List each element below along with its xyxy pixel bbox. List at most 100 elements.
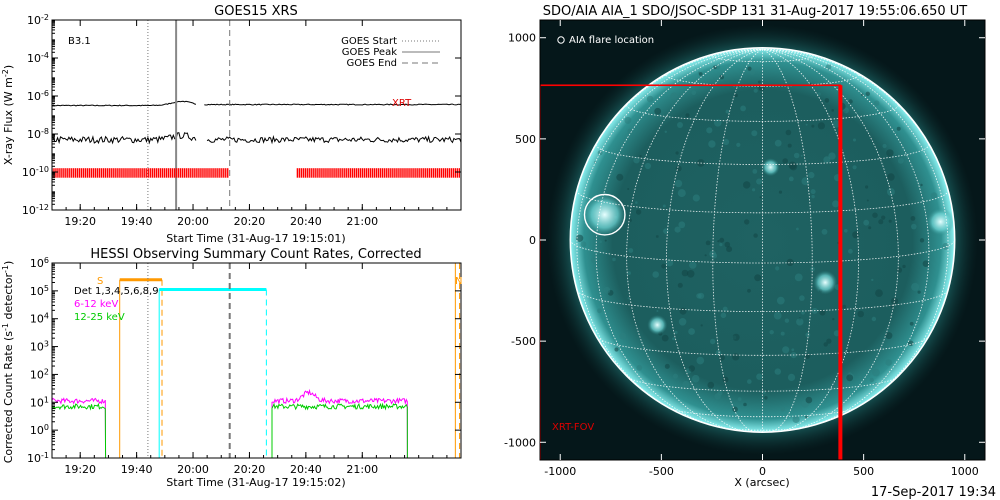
hessi-y-tick-label: 102: [30, 367, 49, 381]
hessi-x-tick-label: 20:40: [290, 463, 322, 476]
aia-xrt-fov-label: XRT-FOV: [552, 422, 594, 433]
solar-texture: [689, 261, 697, 269]
solar-texture: [852, 165, 857, 170]
solar-texture: [655, 235, 659, 238]
solar-texture: [749, 68, 756, 75]
solar-texture: [793, 152, 800, 159]
solar-texture: [888, 219, 892, 223]
solar-texture: [754, 274, 762, 282]
solar-texture: [719, 74, 724, 80]
solar-texture: [752, 169, 758, 174]
solar-texture: [599, 240, 602, 243]
solar-texture: [869, 377, 874, 383]
solar-texture: [792, 415, 800, 424]
solar-texture: [736, 142, 741, 147]
goes-y-axis-label: X-ray Flux (W m-2): [1, 65, 15, 165]
solar-texture: [782, 346, 790, 354]
solar-texture: [788, 176, 794, 182]
solar-texture: [909, 321, 914, 326]
hessi-12-25kev-line: [52, 402, 107, 458]
heliographic-longitude-line: [626, 48, 763, 431]
solar-texture: [706, 127, 713, 134]
aia-y-tick-label: 500: [515, 133, 536, 146]
goes-frame: [51, 19, 462, 211]
solar-texture: [891, 297, 899, 305]
solar-texture: [774, 139, 782, 147]
solar-active-region: [926, 207, 955, 236]
solar-texture: [673, 373, 678, 379]
solar-texture: [788, 161, 797, 170]
goes-xrt-label: XRT: [392, 98, 412, 109]
solar-texture: [776, 296, 785, 305]
solar-texture: [677, 189, 686, 198]
solar-texture: [732, 353, 740, 361]
solar-texture: [823, 156, 831, 164]
solar-texture: [768, 70, 771, 73]
solar-texture: [887, 173, 895, 181]
solar-texture: [896, 126, 901, 131]
solar-texture: [726, 246, 733, 253]
aia-legend-circle-icon: [557, 36, 565, 44]
solar-texture: [639, 155, 642, 158]
solar-texture: [756, 178, 763, 185]
solar-texture: [852, 231, 860, 239]
solar-texture: [920, 183, 923, 187]
solar-texture: [719, 243, 723, 247]
solar-texture: [811, 124, 815, 128]
solar-texture: [871, 278, 874, 282]
aia-y-tick-label: 1000: [508, 32, 536, 45]
solar-texture: [616, 173, 624, 181]
solar-texture: [708, 140, 716, 148]
solar-texture: [848, 99, 853, 104]
solar-texture: [896, 267, 903, 273]
aia-title: SDO/AIA AIA_1 SDO/JSOC-SDP 131 31-Aug-20…: [543, 4, 968, 19]
solar-texture: [863, 219, 870, 226]
solar-texture: [800, 154, 803, 157]
hessi-plot-area: [52, 263, 461, 458]
goes-legend: GOES Start GOES Peak GOES End: [341, 36, 440, 69]
solar-texture: [678, 221, 686, 229]
solar-texture: [734, 93, 738, 98]
solar-texture: [778, 190, 783, 194]
solar-texture: [732, 333, 740, 341]
solar-texture: [700, 324, 703, 327]
solar-texture: [712, 65, 717, 70]
solar-texture: [780, 331, 785, 336]
solar-texture: [612, 257, 616, 262]
solar-texture: [691, 374, 700, 383]
solar-texture: [801, 311, 805, 315]
hessi-6-12kev-line: [271, 388, 408, 458]
solar-texture: [885, 332, 893, 340]
solar-texture: [785, 129, 792, 136]
goes-plot-area: [52, 20, 461, 210]
solar-texture: [662, 204, 666, 208]
goes-x-tick-label: 20:20: [234, 215, 266, 228]
solar-texture: [872, 212, 878, 218]
aia-axes: -1000 -500 0 500 1000 -1000 -500 0 500 1000: [504, 20, 985, 478]
solar-texture: [872, 368, 880, 377]
goes-legend-start: GOES Start: [341, 36, 397, 47]
solar-texture: [922, 260, 930, 268]
solar-texture: [762, 391, 766, 394]
solar-texture: [575, 234, 584, 242]
solar-active-region: [761, 158, 780, 177]
footer-timestamp: 17-Sep-2017 19:34: [871, 485, 996, 500]
solar-texture: [747, 379, 752, 384]
goes-flare-class: B3.1: [68, 36, 91, 47]
solar-texture: [799, 295, 805, 301]
goes-legend-end: GOES End: [347, 58, 397, 69]
solar-texture: [707, 381, 715, 389]
aia-x-tick-label: 1000: [951, 465, 979, 478]
solar-texture: [846, 374, 854, 382]
solar-texture: [805, 332, 811, 338]
solar-limb: [569, 47, 956, 433]
solar-texture: [591, 256, 598, 264]
solar-texture: [674, 226, 681, 233]
solar-texture: [691, 90, 697, 96]
heliographic-longitude-line: [595, 48, 763, 428]
solar-texture: [832, 318, 835, 321]
solar-texture: [808, 171, 815, 179]
heliographic-longitude-line: [762, 48, 930, 428]
solar-texture: [784, 318, 790, 323]
